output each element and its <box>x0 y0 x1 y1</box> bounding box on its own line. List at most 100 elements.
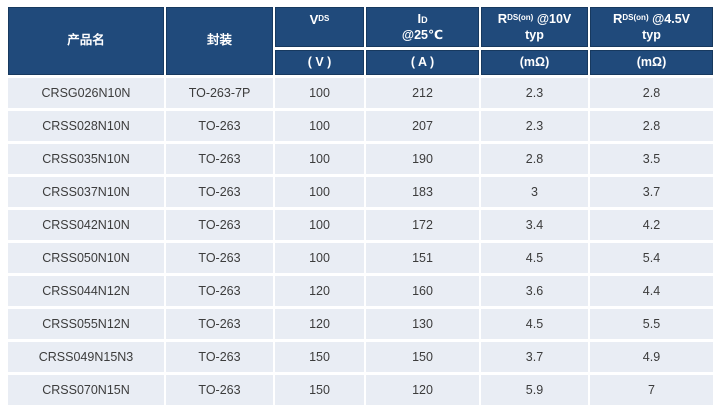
table-cell: 3.4 <box>481 210 588 240</box>
table-cell: 100 <box>275 177 364 207</box>
table-cell: 3.7 <box>590 177 713 207</box>
table-cell: 2.8 <box>590 111 713 141</box>
header-row-main: 产品名 封装 VDS ID @25℃ RDS(on) @10V typ <box>8 7 713 75</box>
table-cell: TO-263 <box>166 177 273 207</box>
col-header-product-name: 产品名 <box>8 7 164 75</box>
table-cell: CRSS049N15N3 <box>8 342 164 372</box>
rds10-symbol-line: RDS(on) @10V <box>484 11 585 28</box>
table-cell: 2.8 <box>590 78 713 108</box>
table-cell: TO-263 <box>166 243 273 273</box>
rds10-unit: (mΩ) <box>481 50 588 75</box>
table-cell: 2.3 <box>481 78 588 108</box>
col-header-vds: VDS <box>275 7 364 47</box>
id-symbol: I <box>417 10 422 26</box>
rds10-subscript: DS(on) <box>507 12 534 22</box>
col-header-rds-10v: RDS(on) @10V typ <box>481 7 588 47</box>
rds45-condition: @4.5V <box>652 11 690 26</box>
rds10-symbol: R <box>497 10 508 26</box>
table-cell: CRSS055N12N <box>8 309 164 339</box>
vds-subscript: DS <box>318 14 330 23</box>
table-cell: CRSS044N12N <box>8 276 164 306</box>
table-cell: CRSG026N10N <box>8 78 164 108</box>
table-cell: 100 <box>275 243 364 273</box>
table-cell: TO-263 <box>166 210 273 240</box>
table-row: CRSS049N15N3 TO-263 150 150 3.7 4.9 <box>8 342 713 372</box>
table-cell: 3 <box>481 177 588 207</box>
table-cell: 100 <box>275 210 364 240</box>
table-cell: 212 <box>366 78 479 108</box>
table-cell: 100 <box>275 78 364 108</box>
table-row: CRSS028N10N TO-263 100 207 2.3 2.8 <box>8 111 713 141</box>
table-cell: TO-263 <box>166 276 273 306</box>
rds45-symbol-line: RDS(on) @4.5V <box>593 11 710 28</box>
table-cell: TO-263 <box>166 309 273 339</box>
table-cell: 7 <box>590 375 713 405</box>
table-cell: CRSS035N10N <box>8 144 164 174</box>
id-symbol-line: ID <box>369 11 476 28</box>
table-cell: 120 <box>366 375 479 405</box>
table-cell: 4.5 <box>481 243 588 273</box>
table-cell: 3.6 <box>481 276 588 306</box>
vds-symbol: V <box>309 12 319 27</box>
table-cell: 130 <box>366 309 479 339</box>
table-cell: 4.2 <box>590 210 713 240</box>
col-header-id: ID @25℃ <box>366 7 479 47</box>
id-condition: @25℃ <box>401 27 444 42</box>
vds-unit: ( V ) <box>275 50 364 75</box>
table-cell: 5.5 <box>590 309 713 339</box>
rds45-symbol: R <box>613 10 623 26</box>
table-cell: 100 <box>275 111 364 141</box>
rds45-subscript: DS(on) <box>622 12 649 22</box>
table-cell: 3.7 <box>481 342 588 372</box>
table-cell: 150 <box>275 375 364 405</box>
table-cell: 4.4 <box>590 276 713 306</box>
table-cell: 120 <box>275 309 364 339</box>
table-body: CRSG026N10N TO-263-7P 100 212 2.3 2.8 CRSS028N… <box>8 78 713 405</box>
table-cell: 5.4 <box>590 243 713 273</box>
col-header-package: 封装 <box>166 7 273 75</box>
table-cell: TO-263 <box>166 342 273 372</box>
table-cell: CRSS050N10N <box>8 243 164 273</box>
table-cell: 207 <box>366 111 479 141</box>
table-cell: 4.9 <box>590 342 713 372</box>
table-cell: 2.8 <box>481 144 588 174</box>
table-cell: TO-263 <box>166 144 273 174</box>
table-cell: 100 <box>275 144 364 174</box>
table-cell: TO-263-7P <box>166 78 273 108</box>
table-row: CRSS042N10N TO-263 100 172 3.4 4.2 <box>8 210 713 240</box>
table-cell: CRSS042N10N <box>8 210 164 240</box>
table-row: CRSS037N10N TO-263 100 183 3 3.7 <box>8 177 713 207</box>
table-row: CRSG026N10N TO-263-7P 100 212 2.3 2.8 <box>8 78 713 108</box>
table-cell: 190 <box>366 144 479 174</box>
rds10-typ-label: typ <box>525 27 544 42</box>
header-row-units: ( V ) ( A ) (mΩ) (mΩ) <box>8 50 713 75</box>
id-unit: ( A ) <box>366 50 479 75</box>
table-cell: 4.5 <box>481 309 588 339</box>
table-cell: 172 <box>366 210 479 240</box>
table-cell: 150 <box>275 342 364 372</box>
table-row: CRSS050N10N TO-263 100 151 4.5 5.4 <box>8 243 713 273</box>
table-row: CRSS070N15N TO-263 150 120 5.9 7 <box>8 375 713 405</box>
table-row: CRSS044N12N TO-263 120 160 3.6 4.4 <box>8 276 713 306</box>
table-cell: 160 <box>366 276 479 306</box>
table-cell: 150 <box>366 342 479 372</box>
table-cell: 183 <box>366 177 479 207</box>
table-cell: CRSS070N15N <box>8 375 164 405</box>
rds45-unit: (mΩ) <box>590 50 713 75</box>
rds10-condition: @10V <box>536 11 572 26</box>
id-subscript: D <box>421 14 428 25</box>
table-cell: CRSS028N10N <box>8 111 164 141</box>
table-cell: 5.9 <box>481 375 588 405</box>
table-header: 产品名 封装 VDS ID @25℃ RDS(on) @10V typ <box>8 7 713 75</box>
table-cell: TO-263 <box>166 111 273 141</box>
table-row: CRSS035N10N TO-263 100 190 2.8 3.5 <box>8 144 713 174</box>
rds45-typ-label: typ <box>642 27 661 42</box>
col-header-rds-45v: RDS(on) @4.5V typ <box>590 7 713 47</box>
product-spec-table: 产品名 封装 VDS ID @25℃ RDS(on) @10V typ <box>6 4 715 408</box>
table-cell: 120 <box>275 276 364 306</box>
table-cell: 151 <box>366 243 479 273</box>
table-cell: 3.5 <box>590 144 713 174</box>
table-cell: 2.3 <box>481 111 588 141</box>
table-cell: TO-263 <box>166 375 273 405</box>
